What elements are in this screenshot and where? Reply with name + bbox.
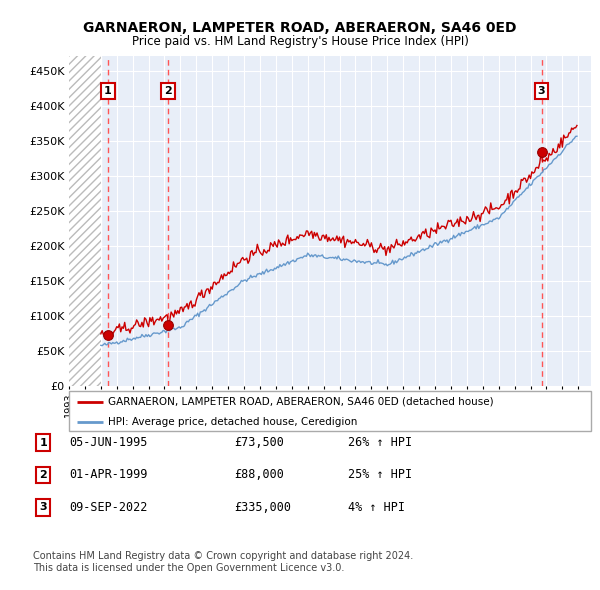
- Text: HPI: Average price, detached house, Ceredigion: HPI: Average price, detached house, Cere…: [108, 417, 358, 427]
- Text: 2: 2: [164, 86, 172, 96]
- Text: 3: 3: [40, 503, 47, 512]
- Text: Price paid vs. HM Land Registry's House Price Index (HPI): Price paid vs. HM Land Registry's House …: [131, 35, 469, 48]
- Text: £88,000: £88,000: [234, 468, 284, 481]
- Text: Contains HM Land Registry data © Crown copyright and database right 2024.: Contains HM Land Registry data © Crown c…: [33, 551, 413, 561]
- Text: 09-SEP-2022: 09-SEP-2022: [69, 501, 148, 514]
- FancyBboxPatch shape: [69, 391, 591, 431]
- Text: GARNAERON, LAMPETER ROAD, ABERAERON, SA46 0ED: GARNAERON, LAMPETER ROAD, ABERAERON, SA4…: [83, 21, 517, 35]
- Text: 1: 1: [40, 438, 47, 447]
- Bar: [69, 56, 101, 386]
- Text: 1: 1: [104, 86, 112, 96]
- Text: 05-JUN-1995: 05-JUN-1995: [69, 436, 148, 449]
- Text: 4% ↑ HPI: 4% ↑ HPI: [348, 501, 405, 514]
- Text: 2: 2: [40, 470, 47, 480]
- Text: 3: 3: [538, 86, 545, 96]
- Text: 25% ↑ HPI: 25% ↑ HPI: [348, 468, 412, 481]
- Text: £335,000: £335,000: [234, 501, 291, 514]
- Bar: [69, 56, 101, 386]
- Text: 26% ↑ HPI: 26% ↑ HPI: [348, 436, 412, 449]
- Text: 01-APR-1999: 01-APR-1999: [69, 468, 148, 481]
- Text: GARNAERON, LAMPETER ROAD, ABERAERON, SA46 0ED (detached house): GARNAERON, LAMPETER ROAD, ABERAERON, SA4…: [108, 397, 494, 407]
- Text: £73,500: £73,500: [234, 436, 284, 449]
- Text: This data is licensed under the Open Government Licence v3.0.: This data is licensed under the Open Gov…: [33, 563, 344, 573]
